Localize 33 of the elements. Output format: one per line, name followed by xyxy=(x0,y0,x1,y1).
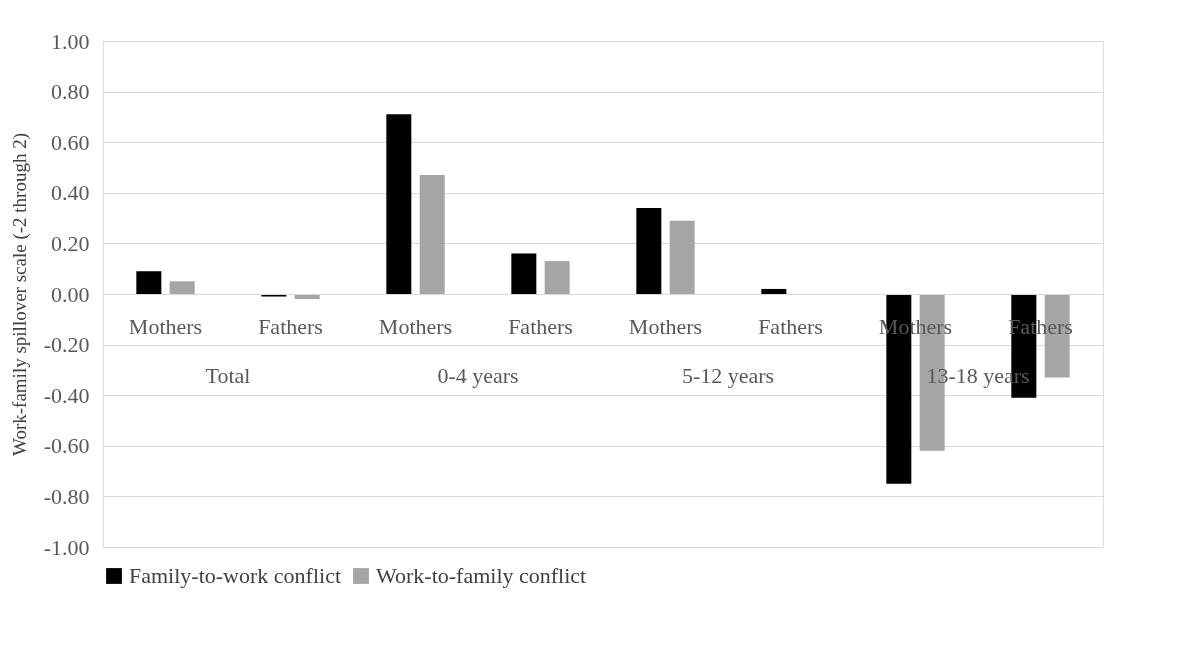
annotation: 0-4 years xyxy=(437,363,519,388)
y-tick-label: 0.40 xyxy=(51,180,90,206)
x-tick-label: Fathers xyxy=(758,313,823,339)
x-tick-label: Mothers xyxy=(128,313,203,339)
y-tick-label: -1.00 xyxy=(43,534,90,560)
y-tick-label: -0.60 xyxy=(43,433,90,459)
y-tick-label: 0.00 xyxy=(51,281,90,307)
bar xyxy=(544,261,570,294)
x-tick-label: Mothers xyxy=(628,313,703,339)
bar xyxy=(636,207,662,294)
bar xyxy=(669,220,695,294)
y-axis-title: Work-family spillover scale (-2 through 2) xyxy=(8,133,31,456)
bar xyxy=(419,175,445,294)
x-tick-label: Fathers xyxy=(508,313,573,339)
bar xyxy=(511,253,537,294)
bar xyxy=(386,114,412,294)
y-tick-label: 0.60 xyxy=(51,129,90,155)
x-tick-label: Fathers xyxy=(258,313,323,339)
y-tick-label: -0.80 xyxy=(43,483,90,509)
bar xyxy=(136,271,162,294)
y-tick-label: 1.00 xyxy=(51,28,90,54)
bar xyxy=(761,288,787,294)
bar xyxy=(169,281,195,294)
legend-label: Work-to-family conflict xyxy=(376,563,587,588)
y-tick-label: 0.80 xyxy=(51,79,90,105)
annotation: Total xyxy=(205,363,251,388)
legend-label: Family-to-work conflict xyxy=(129,563,342,588)
y-tick-label: -0.20 xyxy=(43,332,90,358)
x-tick-label: Mothers xyxy=(878,313,953,339)
y-tick-label: 0.20 xyxy=(51,230,90,256)
y-tick-label: -0.40 xyxy=(43,382,90,408)
annotation: 5-12 years xyxy=(681,363,775,388)
x-tick-label: Mothers xyxy=(378,313,453,339)
